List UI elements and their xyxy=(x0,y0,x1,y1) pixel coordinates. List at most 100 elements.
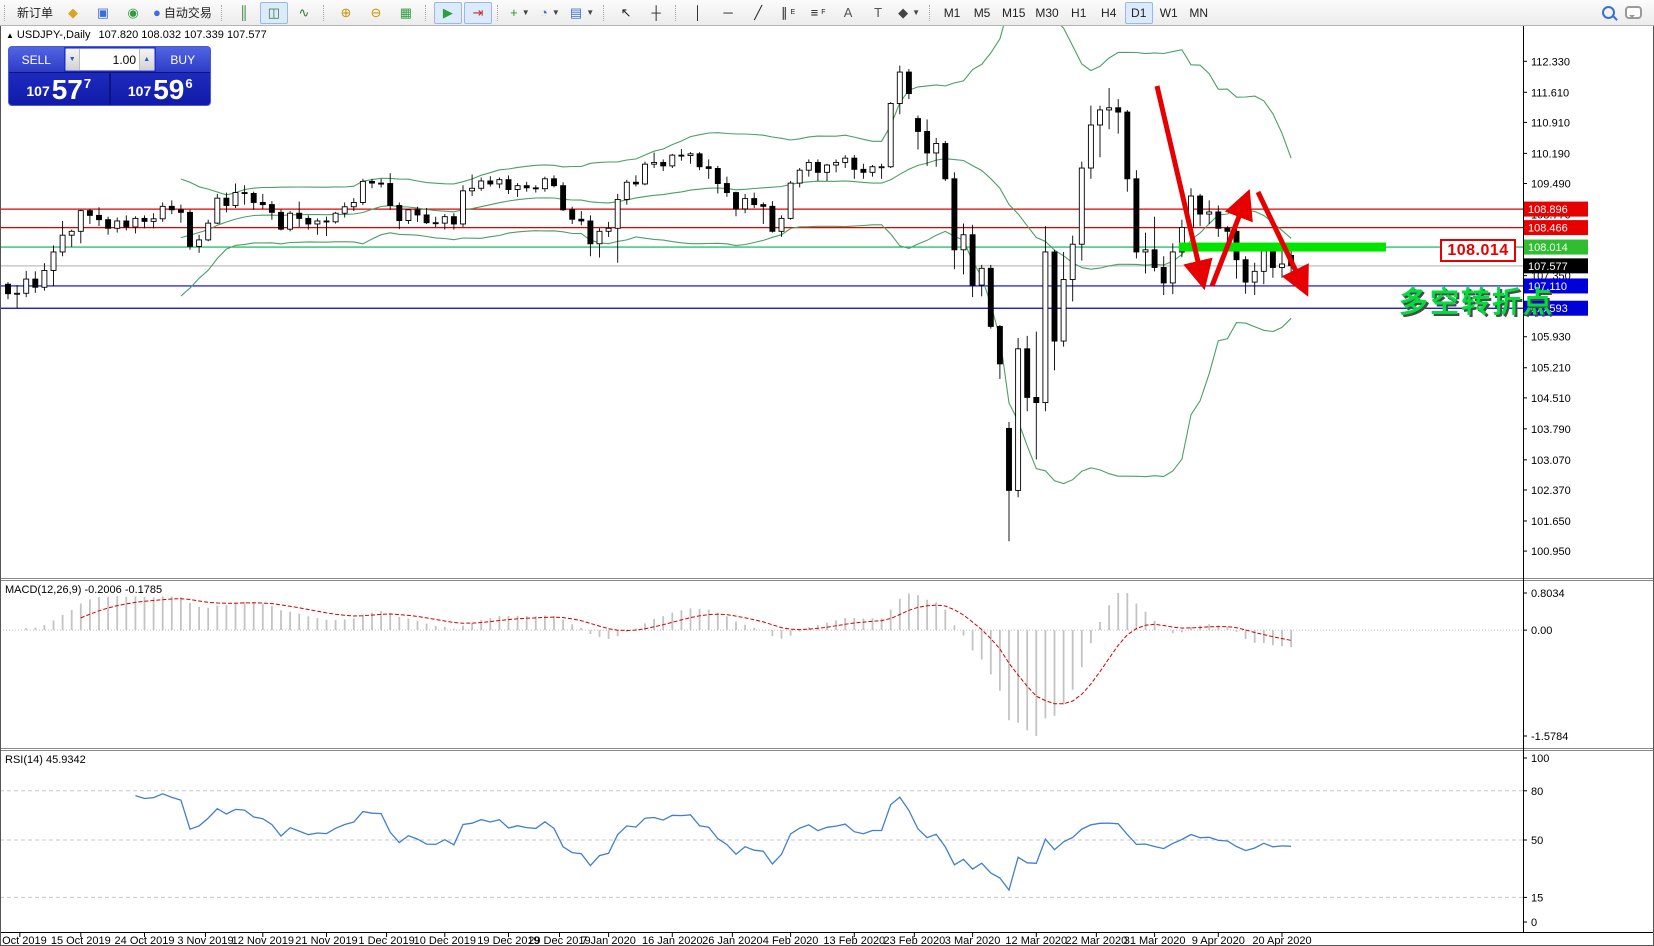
macd-label: MACD(12,26,9) -0.2006 -0.1785 xyxy=(5,584,163,596)
fibonacci-icon[interactable]: ≡ F xyxy=(810,5,826,20)
svg-text:105.210: 105.210 xyxy=(1531,363,1571,375)
trendline-icon[interactable]: ╱ xyxy=(754,5,763,20)
buy-button[interactable]: BUY xyxy=(155,47,210,72)
macd-signal-line xyxy=(80,598,1292,705)
svg-text:12 Nov 2019: 12 Nov 2019 xyxy=(232,935,294,946)
metaeditor-icon[interactable]: ◆ xyxy=(68,5,79,20)
svg-text:106.593: 106.593 xyxy=(1528,303,1568,315)
buy-price-prefix: 107 xyxy=(127,83,152,99)
templates-icon[interactable]: ▤ ▼ xyxy=(569,5,595,20)
svg-text:19 Dec 2019: 19 Dec 2019 xyxy=(477,935,539,946)
svg-text:110.910: 110.910 xyxy=(1531,117,1570,129)
svg-text:108.466: 108.466 xyxy=(1528,223,1568,235)
zoom-in-icon[interactable]: ⊕ xyxy=(340,5,352,20)
tf-w1-button[interactable]: W1 xyxy=(1159,5,1178,20)
zoom-out-icon[interactable]: ⊖ xyxy=(370,5,382,20)
svg-text:111.610: 111.610 xyxy=(1531,87,1569,99)
trend-arrow xyxy=(1255,190,1309,297)
text-icon[interactable]: A xyxy=(843,5,853,20)
toolbar-separator xyxy=(675,4,679,21)
rsi-line xyxy=(135,793,1292,892)
sell-button[interactable]: SELL xyxy=(9,47,64,72)
chart-title: ▲ USDJPY-,Daily 107.820 108.032 107.339 10… xyxy=(6,29,267,41)
collapse-arrow-icon[interactable]: ▲ xyxy=(6,31,14,40)
svg-text:108.896: 108.896 xyxy=(1528,204,1568,216)
svg-text:103.070: 103.070 xyxy=(1531,455,1571,467)
add-indicator-icon[interactable]: + ▼ xyxy=(510,5,530,20)
tf-h1-button[interactable]: H1 xyxy=(1071,5,1087,20)
sell-price-prefix: 107 xyxy=(26,83,50,99)
search-icon[interactable] xyxy=(1602,6,1615,19)
horizontal-level-lines[interactable] xyxy=(0,208,1523,309)
svg-text:24 Oct 2019: 24 Oct 2019 xyxy=(115,935,175,946)
svg-text:108.014: 108.014 xyxy=(1528,242,1568,254)
auto-scroll-icon[interactable]: ▶ xyxy=(433,1,462,24)
horizontal-line-icon[interactable]: ─ xyxy=(723,5,733,20)
rsi-label: RSI(14) 45.9342 xyxy=(5,754,86,766)
svg-text:5 Oct 2019: 5 Oct 2019 xyxy=(0,935,47,946)
new-order-button[interactable]: 新订单 xyxy=(17,6,54,20)
volume-increase-button[interactable]: ▲ xyxy=(139,49,154,70)
buy-price[interactable]: 107 59 6 xyxy=(111,73,211,105)
crosshair-icon[interactable]: ┼ xyxy=(651,5,661,20)
periods-icon[interactable]: ◔ ▼ xyxy=(540,5,560,20)
turning-point-note[interactable]: 多空转折点 xyxy=(1399,287,1555,319)
label-icon[interactable]: T xyxy=(874,5,883,20)
toolbar-groups: 新订单 ◆ ▣ ◉ ● 自动交易 ║ ◫ ∿ ⊕ ⊖ ▦ ▶ ⇥ + ▼ ◔ ▼ ▤ ▼ ↖ ┼ │ ─ ╱ ∥ E ≡ F A T ◆ ▼ M1… xyxy=(0,0,1602,25)
svg-text:80: 80 xyxy=(1531,786,1543,798)
cursor-icon[interactable]: ↖ xyxy=(620,5,632,20)
arrows-tool-icon[interactable]: ◆ ▼ xyxy=(898,5,921,20)
svg-text:100.950: 100.950 xyxy=(1531,546,1571,558)
svg-text:9 Apr 2020: 9 Apr 2020 xyxy=(1192,935,1245,946)
trend-arrows-annotation[interactable] xyxy=(1154,85,1309,297)
svg-text:7 Jan 2020: 7 Jan 2020 xyxy=(581,935,635,946)
svg-text:110.190: 110.190 xyxy=(1531,148,1570,160)
tf-m15-button[interactable]: M15 xyxy=(1002,5,1026,20)
price-level-annotation[interactable]: 108.014 xyxy=(1440,239,1516,262)
svg-text:112.330: 112.330 xyxy=(1531,56,1570,68)
toolbar-separator xyxy=(4,4,8,21)
macd-pane: 0.8034 0.00 -1.5784 xyxy=(0,588,1568,743)
toolbar-separator xyxy=(220,4,225,21)
candles-layer xyxy=(5,65,1295,542)
sell-price-pip: 7 xyxy=(83,76,92,91)
tf-m5-button[interactable]: M5 xyxy=(973,5,991,20)
toolbar-separator xyxy=(929,4,933,21)
svg-text:103.790: 103.790 xyxy=(1531,424,1571,436)
svg-text:15: 15 xyxy=(1531,892,1543,904)
tf-h4-button[interactable]: H4 xyxy=(1101,5,1117,20)
sell-price[interactable]: 107 57 7 xyxy=(9,73,109,105)
bollinger-upper xyxy=(180,5,1292,196)
tile-windows-icon[interactable]: ▦ xyxy=(399,5,413,20)
bollinger-lower xyxy=(180,224,1292,485)
svg-text:15 Oct 2019: 15 Oct 2019 xyxy=(51,935,111,946)
market-watch-icon[interactable]: ▣ xyxy=(96,5,110,20)
tf-m1-button[interactable]: M1 xyxy=(943,5,961,20)
svg-text:10 Dec 2019: 10 Dec 2019 xyxy=(414,935,476,946)
volume-decrease-button[interactable]: ▼ xyxy=(65,49,80,70)
svg-text:102.370: 102.370 xyxy=(1531,485,1571,497)
signals-icon[interactable]: ◉ xyxy=(127,5,139,20)
toolbar-separator xyxy=(424,4,429,21)
line-chart-icon[interactable]: ∿ xyxy=(298,5,310,20)
volume-input[interactable] xyxy=(80,49,139,70)
vertical-line-icon[interactable]: │ xyxy=(694,5,703,20)
buy-price-big: 59 xyxy=(153,74,185,105)
bar-chart-icon[interactable]: ║ xyxy=(239,5,249,20)
chat-icon[interactable] xyxy=(1625,6,1642,19)
bollinger-middle xyxy=(180,158,1292,270)
channel-icon[interactable]: ∥ E xyxy=(781,5,796,20)
toolbar-right xyxy=(1602,6,1654,19)
chart-shift-icon[interactable]: ⇥ xyxy=(463,1,492,24)
tf-mn-button[interactable]: MN xyxy=(1189,5,1209,20)
autotrading-button[interactable]: ● 自动交易 xyxy=(153,5,212,20)
svg-text:26 Jan 2020: 26 Jan 2020 xyxy=(702,935,763,946)
tf-d1-button[interactable]: D1 xyxy=(1124,1,1153,24)
sell-price-big: 57 xyxy=(51,74,83,105)
one-click-trading-panel: SELL ▼ ▲ BUY 107 57 7 107 59 6 xyxy=(8,46,211,106)
candlestick-chart-icon[interactable]: ◫ xyxy=(259,1,288,24)
tf-m30-button[interactable]: M30 xyxy=(1035,5,1059,20)
svg-text:29 Dec 2019: 29 Dec 2019 xyxy=(528,935,590,946)
